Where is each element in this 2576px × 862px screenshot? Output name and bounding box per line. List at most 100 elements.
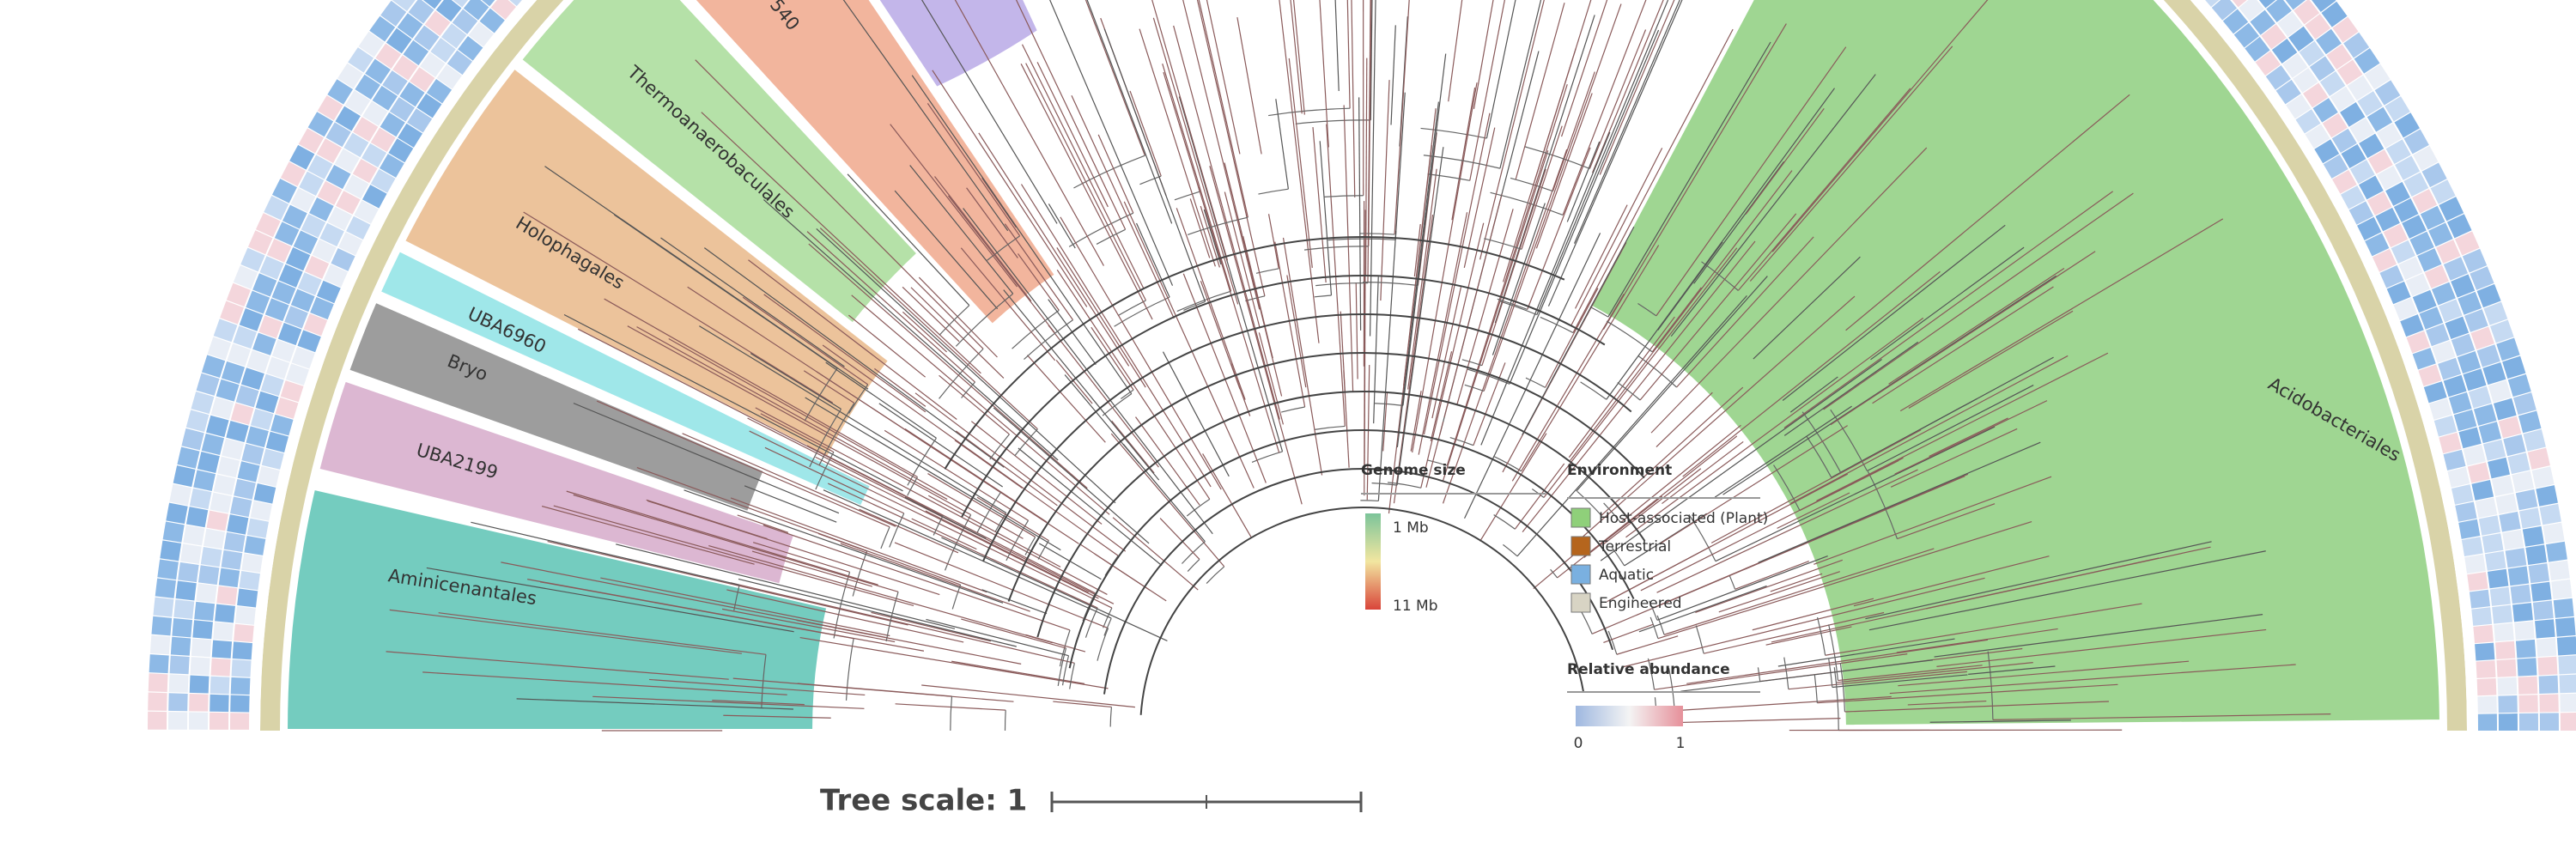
branch — [1411, 391, 1421, 451]
heat-cell — [210, 713, 228, 730]
heat-cell — [2508, 566, 2529, 586]
heat-cell — [186, 507, 208, 527]
branch — [1515, 464, 1564, 529]
heat-cell — [173, 465, 196, 487]
heat-cell — [2511, 585, 2531, 604]
branch-arc — [1268, 108, 1350, 115]
branch — [1470, 0, 1541, 180]
heat-cell — [2543, 523, 2564, 543]
heat-cell — [2492, 605, 2512, 624]
branch — [1522, 227, 1634, 435]
heat-cell — [2540, 713, 2559, 731]
branch — [939, 375, 1010, 434]
branch — [1095, 554, 1150, 590]
branch-arc — [1525, 147, 1589, 169]
legend-max: 1 — [1676, 735, 1686, 752]
backbone-arc — [1104, 469, 1613, 695]
heat-cell — [2525, 544, 2547, 565]
branch — [1395, 93, 1405, 240]
heat-cell — [2464, 555, 2486, 574]
heat-cell — [193, 470, 216, 491]
branch-arc — [951, 696, 952, 731]
branch — [1719, 572, 1840, 612]
heat-cell — [231, 677, 251, 695]
heat-cell — [2496, 659, 2516, 677]
heat-cell — [2519, 713, 2538, 731]
branch-arc — [1580, 610, 1592, 634]
branch-arc — [1427, 174, 1469, 181]
branch — [1310, 0, 1329, 148]
branch — [823, 490, 1111, 618]
heat-cell — [169, 674, 189, 692]
branch — [1449, 0, 1489, 101]
branch — [1210, 166, 1302, 504]
branch-arc — [1503, 544, 1517, 556]
heat-cell — [244, 536, 265, 555]
branch-arc — [952, 585, 960, 609]
branch — [1040, 0, 1172, 286]
heat-cell — [246, 426, 269, 447]
heat-cell — [2533, 600, 2554, 620]
heat-cell — [2476, 660, 2496, 678]
heat-cell — [2494, 623, 2514, 642]
backbone-arc — [1009, 353, 1644, 602]
heat-cell — [149, 654, 169, 673]
legend-item: Aquatic — [1599, 567, 1654, 584]
branch — [1130, 91, 1161, 176]
branch — [1048, 203, 1075, 248]
heat-cell — [153, 598, 173, 617]
branch — [1274, 0, 1319, 343]
heat-cell — [235, 606, 256, 625]
tree-scale: Tree scale: 1 — [820, 784, 1361, 818]
legend-swatch — [1571, 537, 1590, 555]
branch-arc — [1103, 394, 1132, 416]
heat-cell — [202, 434, 224, 455]
branch — [905, 497, 986, 538]
branch-arc — [881, 527, 890, 549]
branch — [1356, 282, 1358, 379]
heat-cell — [173, 599, 194, 619]
branch-arc — [1139, 176, 1161, 185]
branch — [1112, 421, 1154, 473]
branch — [1072, 95, 1174, 319]
branch — [1343, 0, 1350, 108]
heat-cell — [197, 452, 220, 473]
branch-arc — [1245, 296, 1265, 301]
branch-arc — [1328, 239, 1395, 240]
branch — [1124, 202, 1254, 489]
heat-cell — [196, 584, 216, 604]
branch-arc — [1110, 707, 1111, 726]
heat-cell — [189, 694, 208, 712]
heat-cell — [2506, 548, 2527, 568]
heat-cell — [2518, 411, 2542, 434]
legend-item: Host-associated (Plant) — [1599, 510, 1768, 527]
legend-high: 11 Mb — [1393, 598, 1438, 615]
heat-cell — [2558, 655, 2576, 674]
branch — [1200, 206, 1219, 267]
heat-cell — [2499, 713, 2518, 731]
heat-cell — [237, 589, 258, 608]
heat-cell — [2546, 542, 2567, 562]
legend-swatch — [1571, 565, 1590, 584]
heat-cell — [2458, 519, 2480, 539]
heat-cell — [2492, 476, 2514, 496]
branch-arc — [1465, 385, 1484, 391]
branch — [1492, 203, 1545, 355]
branch — [1027, 355, 1105, 443]
branch — [1098, 135, 1133, 213]
heat-cell — [241, 444, 264, 465]
abundance-gradient — [1576, 706, 1683, 726]
legend-title: Genome size — [1361, 462, 1466, 479]
branch — [926, 619, 1068, 655]
heat-cell — [227, 514, 248, 534]
branch — [1163, 352, 1229, 477]
heat-cell — [2513, 392, 2537, 415]
branch — [1176, 208, 1245, 399]
branch — [1480, 434, 1546, 542]
heat-cell — [2495, 641, 2515, 659]
branch-arc — [1729, 576, 1735, 589]
branch — [1662, 441, 1743, 503]
heat-cell — [2512, 603, 2533, 622]
heat-cell — [183, 525, 204, 546]
